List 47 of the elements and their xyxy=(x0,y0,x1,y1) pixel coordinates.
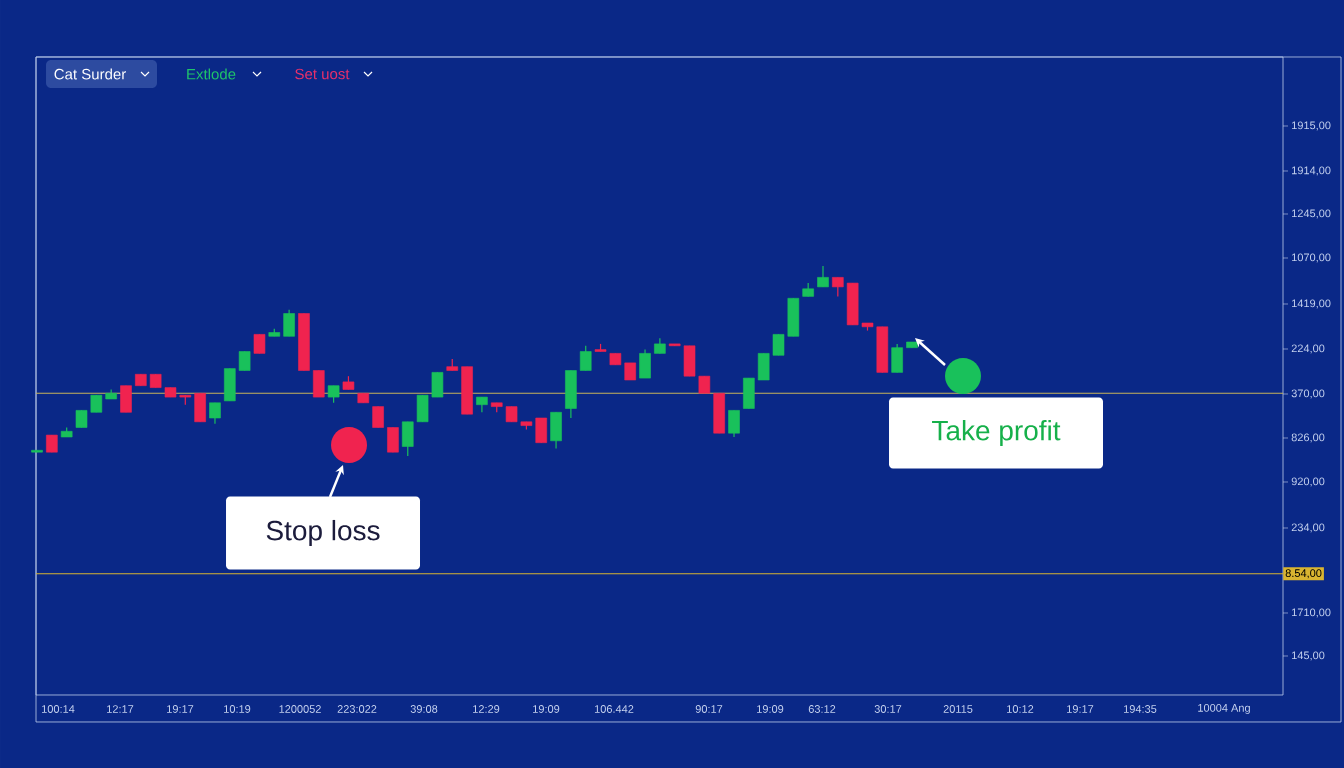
text: 19:17 xyxy=(1067,705,1094,713)
candlestick xyxy=(372,405,384,429)
candlestick xyxy=(772,333,785,356)
text: 30:17 xyxy=(874,705,902,713)
text: 1419,00 xyxy=(1292,299,1331,309)
text: 1070,00 xyxy=(1292,253,1331,263)
candlestick xyxy=(283,309,295,337)
text: Take profit xyxy=(932,419,1061,447)
text: 194:35 xyxy=(1124,705,1157,713)
text: 19:09 xyxy=(533,705,560,713)
text: 10004 Ang xyxy=(1198,704,1250,714)
text: 106.442 xyxy=(594,705,634,713)
text: 63:12 xyxy=(808,705,836,713)
text: 234,00 xyxy=(1291,523,1325,533)
text: 370,00 xyxy=(1291,389,1325,399)
text: 10:12 xyxy=(1007,705,1034,713)
text: 20115 xyxy=(943,705,973,713)
text: 100:14 xyxy=(42,705,75,713)
text: 826,00 xyxy=(1291,433,1325,443)
candlestick xyxy=(238,350,251,372)
text: 19:09 xyxy=(757,705,784,713)
candlestick xyxy=(253,333,266,354)
text: 145,00 xyxy=(1292,651,1325,661)
text: 12:29 xyxy=(473,705,500,713)
candlestick xyxy=(209,402,221,425)
text: 1914,00 xyxy=(1292,166,1331,176)
ref-line-label: 8.54,00 xyxy=(1285,569,1322,579)
text: 10:19 xyxy=(224,705,251,713)
text: Stop loss xyxy=(266,519,380,547)
text: 224,00 xyxy=(1291,344,1325,354)
text: Extlode xyxy=(187,68,236,80)
text: 90:17 xyxy=(695,705,723,713)
text: 1710,00 xyxy=(1292,608,1331,618)
candlestick xyxy=(817,265,829,288)
text: Cat Surder xyxy=(54,68,126,80)
text: 1245,00 xyxy=(1292,209,1331,219)
candlestick xyxy=(832,276,844,297)
text: Set uost xyxy=(295,68,350,80)
text: 223:022 xyxy=(337,705,377,713)
text: 920,00 xyxy=(1291,477,1325,487)
text: 1200052 xyxy=(279,705,321,713)
text: 12:17 xyxy=(107,705,134,713)
text: 39:08 xyxy=(410,705,438,713)
text: 1915,00 xyxy=(1292,121,1331,131)
candlestick xyxy=(728,409,740,438)
text: 19:17 xyxy=(167,705,194,713)
candlestick xyxy=(579,345,592,372)
